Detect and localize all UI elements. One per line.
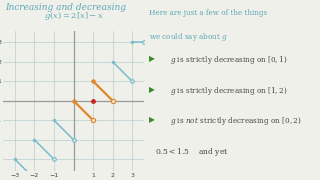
- Text: Increasing and decreasing: Increasing and decreasing: [5, 3, 126, 12]
- Text: we could say about $g$: we could say about $g$: [149, 31, 228, 43]
- Text: Here are just a few of the things: Here are just a few of the things: [149, 9, 267, 17]
- Text: ▶: ▶: [149, 85, 155, 94]
- Text: $g$ is strictly decreasing on $[1, 2)$: $g$ is strictly decreasing on $[1, 2)$: [170, 85, 287, 97]
- Text: $g$ is $\mathit{not}$ strictly decreasing on $[0, 2)$: $g$ is $\mathit{not}$ strictly decreasin…: [170, 115, 301, 127]
- Text: ▶: ▶: [149, 54, 155, 63]
- Text: $g(x) = 2[x] - x$: $g(x) = 2[x] - x$: [44, 10, 104, 22]
- Text: $g$ is strictly decreasing on $[0, 1)$: $g$ is strictly decreasing on $[0, 1)$: [170, 54, 287, 66]
- Text: $0.5 < 1.5$    and yet: $0.5 < 1.5$ and yet: [155, 146, 229, 158]
- Text: ▶: ▶: [149, 115, 155, 124]
